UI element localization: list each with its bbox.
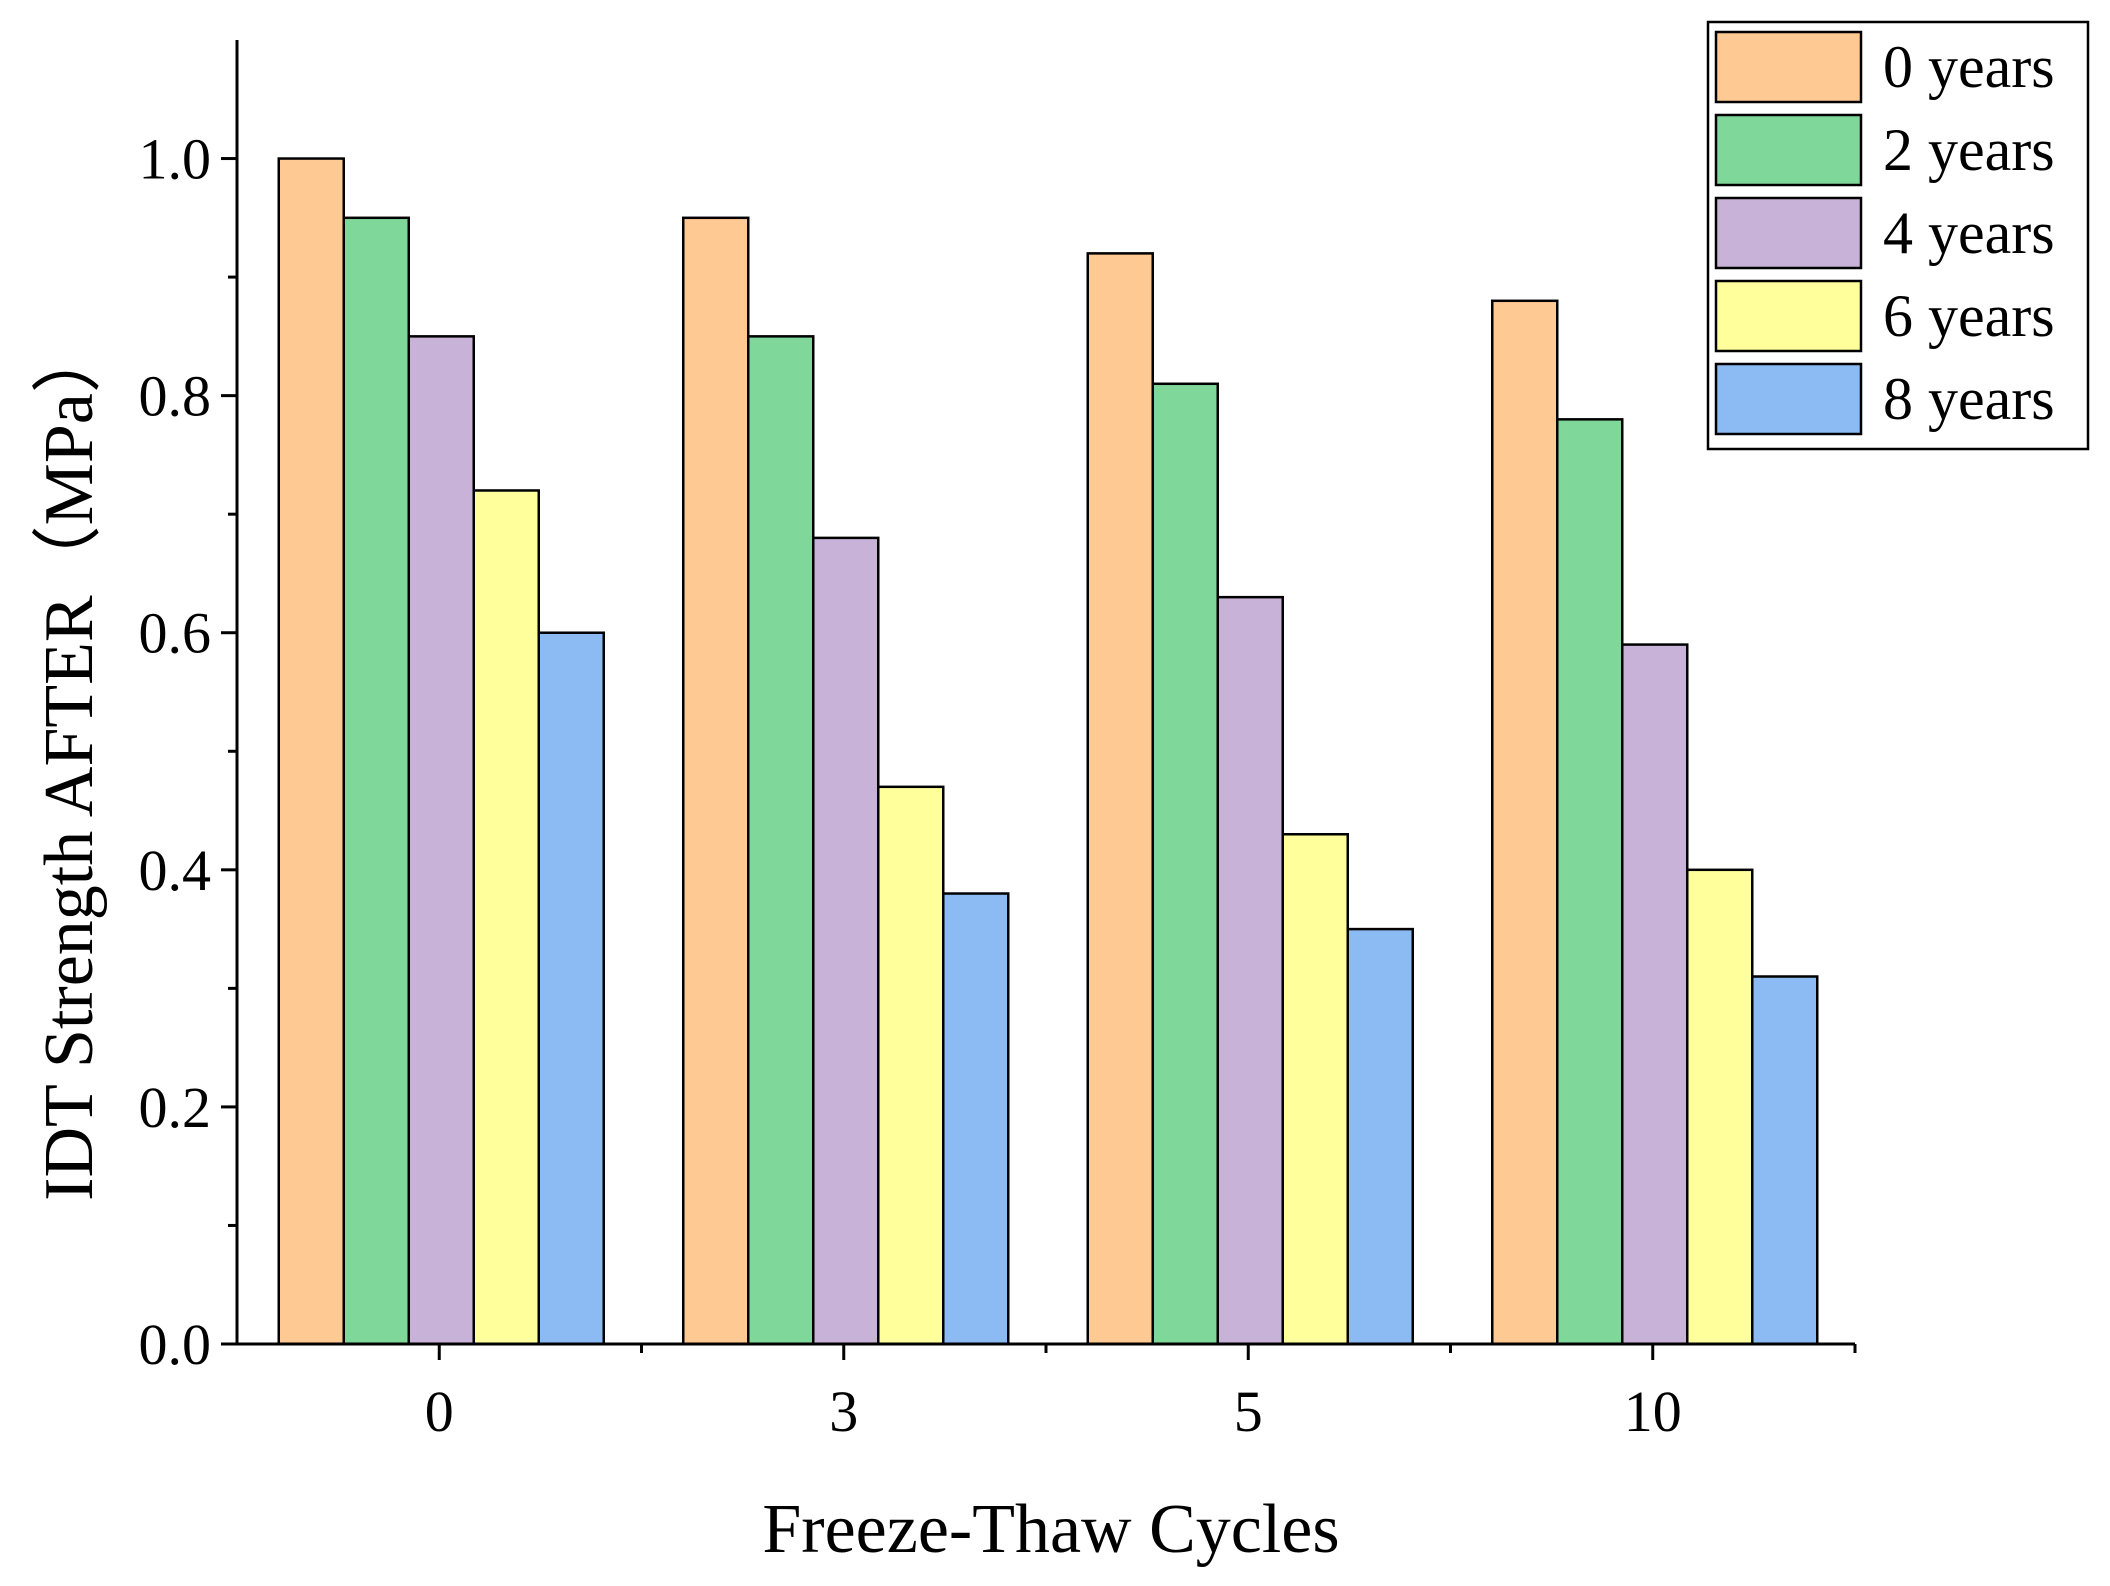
y-axis-title: IDT Strength AFTER（MPa） xyxy=(31,323,108,1201)
bar-6-years-cat-5 xyxy=(1281,833,1349,1346)
legend-swatch-0-years xyxy=(1714,30,1863,104)
bar-4-years-cat-0 xyxy=(407,335,475,1346)
y-tick-label: 0.2 xyxy=(139,1075,212,1140)
bar-0-years-cat-0 xyxy=(277,157,345,1346)
bar-0-years-cat-3 xyxy=(682,216,750,1346)
bar-4-years-cat-10 xyxy=(1621,643,1689,1346)
legend: 0 years 2 years 4 years 6 years 8 years xyxy=(1706,20,2090,451)
bar-0-years-cat-5 xyxy=(1086,252,1154,1346)
bar-6-years-cat-3 xyxy=(877,785,945,1346)
legend-label-8-years: 8 years xyxy=(1883,366,2055,432)
bar-2-years-cat-3 xyxy=(747,335,815,1346)
bar-6-years-cat-0 xyxy=(472,489,540,1346)
bar-2-years-cat-10 xyxy=(1556,418,1624,1346)
bars-group xyxy=(277,157,1819,1346)
bar-8-years-cat-0 xyxy=(537,631,605,1346)
legend-label-4-years: 4 years xyxy=(1883,200,2055,266)
labels-group: Freeze-Thaw Cycles IDT Strength AFTER（MP… xyxy=(31,323,1340,1568)
legend-label-6-years: 6 years xyxy=(1883,283,2055,349)
legend-swatch-4-years xyxy=(1714,196,1863,270)
axes-group: 0.0 0.2 0.4 0.6 0.8 1.0 0 3 5 10 xyxy=(139,40,1857,1444)
legend-label-2-years: 2 years xyxy=(1883,117,2055,183)
x-tick-label: 3 xyxy=(829,1379,858,1444)
x-tick-label: 5 xyxy=(1234,1379,1263,1444)
bar-2-years-cat-5 xyxy=(1151,382,1219,1346)
bar-8-years-cat-10 xyxy=(1751,975,1819,1346)
legend-label-0-years: 0 years xyxy=(1883,34,2055,100)
y-tick-label: 0.6 xyxy=(139,601,212,666)
x-tick-label: 0 xyxy=(425,1379,454,1444)
y-tick-label: 0.8 xyxy=(139,364,212,429)
bar-8-years-cat-3 xyxy=(942,892,1010,1346)
y-tick-label: 0.0 xyxy=(139,1312,212,1377)
y-tick-label: 0.4 xyxy=(139,838,212,903)
bar-4-years-cat-3 xyxy=(812,536,880,1346)
legend-swatch-2-years xyxy=(1714,113,1863,187)
bar-4-years-cat-5 xyxy=(1216,595,1284,1346)
bar-8-years-cat-5 xyxy=(1346,927,1414,1346)
bar-2-years-cat-0 xyxy=(342,216,410,1346)
x-axis-title: Freeze-Thaw Cycles xyxy=(762,1491,1339,1568)
bar-0-years-cat-10 xyxy=(1491,299,1559,1346)
legend-swatch-8-years xyxy=(1714,362,1863,436)
legend-swatch-6-years xyxy=(1714,279,1863,353)
bar-6-years-cat-10 xyxy=(1686,868,1754,1346)
x-tick-label: 10 xyxy=(1624,1379,1682,1444)
y-tick-label: 1.0 xyxy=(139,127,212,192)
